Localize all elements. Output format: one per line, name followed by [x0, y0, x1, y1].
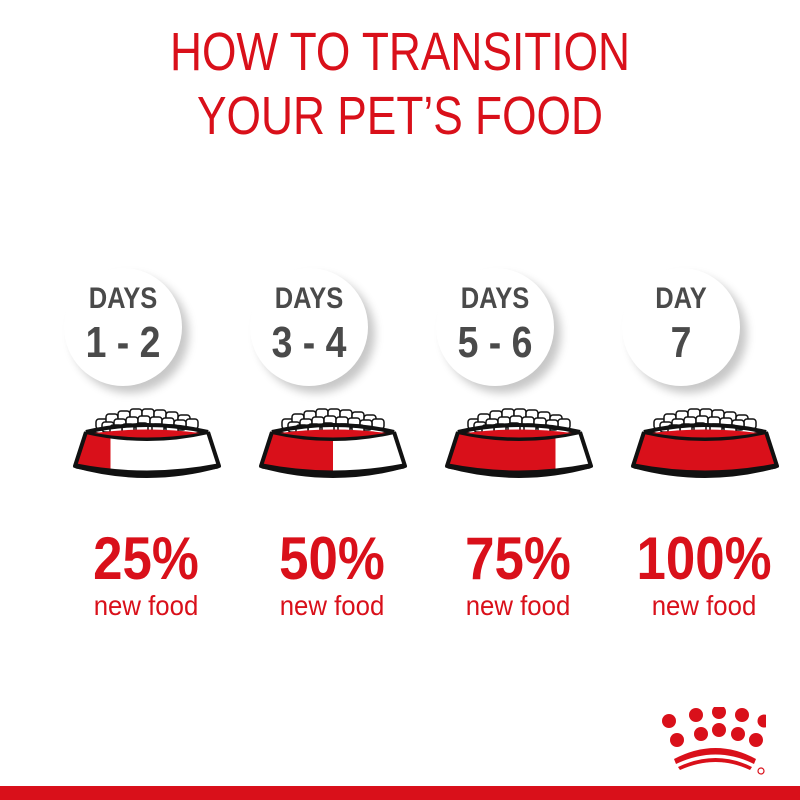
- title-line-2: YOUR PET’S FOOD: [197, 86, 603, 146]
- percent-new-food: 75%: [465, 525, 571, 592]
- day-label: DAYS: [274, 282, 344, 315]
- food-bowl-icon: [259, 408, 407, 478]
- day-circle: [250, 268, 368, 386]
- day-label: DAYS: [460, 282, 530, 315]
- transition-step: DAYS 3 - 4 50% new food: [239, 262, 425, 642]
- caption: new food: [93, 590, 199, 621]
- day-label: DAY: [655, 282, 707, 315]
- percent-new-food: 50%: [279, 525, 385, 592]
- title-line-1: HOW TO TRANSITION: [169, 22, 631, 82]
- day-range: 3 - 4: [271, 318, 347, 367]
- percent-new-food: 100%: [636, 525, 772, 592]
- day-circle: [64, 268, 182, 386]
- day-circle: [436, 268, 554, 386]
- day-label: DAYS: [88, 282, 158, 315]
- transition-step: DAY 7 100% new food: [611, 262, 797, 642]
- day-circle: [622, 268, 740, 386]
- transition-step: DAYS 5 - 6 75% new food: [425, 262, 611, 642]
- food-bowl-icon: [631, 408, 779, 478]
- caption: new food: [465, 590, 571, 621]
- day-range: 5 - 6: [457, 318, 533, 367]
- day-range: 1 - 2: [85, 318, 161, 367]
- transition-step: DAYS 1 - 2 25% new food: [53, 262, 239, 642]
- crown-logo-icon: [662, 707, 766, 775]
- food-bowl-icon: [73, 408, 221, 478]
- percent-new-food: 25%: [93, 525, 199, 592]
- day-range: 7: [670, 318, 692, 367]
- caption: new food: [279, 590, 385, 621]
- food-bowl-icon: [445, 408, 593, 478]
- caption: new food: [651, 590, 757, 621]
- bottom-brand-bar: [0, 786, 800, 800]
